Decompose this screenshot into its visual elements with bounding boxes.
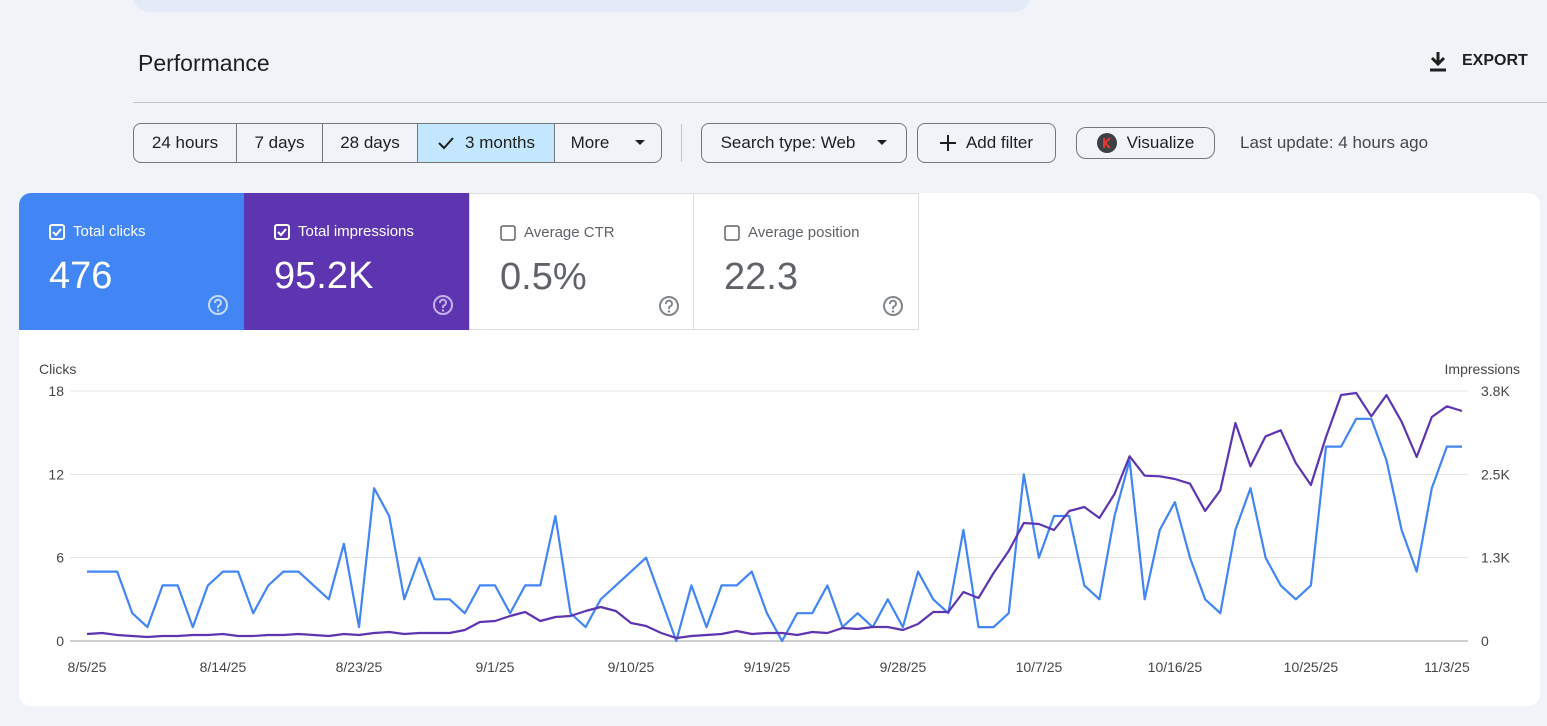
more-button[interactable]: More — [555, 124, 661, 162]
divider — [133, 102, 1547, 103]
metric-value: 476 — [49, 255, 113, 297]
export-button[interactable]: EXPORT — [1428, 50, 1528, 72]
checkbox-checked — [274, 223, 290, 240]
x-tick-label: 8/5/25 — [68, 659, 107, 675]
page-title: Performance — [138, 50, 270, 76]
x-tick-label: 10/25/25 — [1284, 659, 1339, 675]
series-line — [87, 417, 1462, 643]
add-filter-label: Add filter — [965, 133, 1034, 152]
checkbox — [724, 224, 740, 241]
help-icon[interactable] — [432, 294, 454, 316]
x-tick-label: 9/19/25 — [744, 659, 791, 675]
search-type-button[interactable]: Search type: Web — [701, 123, 907, 163]
metric-header: Total impressions — [274, 223, 414, 240]
metric-header: Average CTR — [500, 224, 615, 241]
range-button-selected[interactable]: 3 months — [418, 124, 555, 162]
y2-axis-title: Impressions — [1445, 361, 1520, 377]
help-icon[interactable] — [207, 294, 229, 316]
x-tick-label: 8/23/25 — [336, 659, 383, 675]
chart: Clicks Impressions 0 6 12 18 0 1.3K 2.5K 3.8K 8/… — [39, 361, 1520, 675]
range-label: 3 months — [465, 133, 535, 152]
plot: Clicks Impressions 0 6 12 18 0 1.3K 2.5K 3.8K 8/… — [39, 361, 1520, 675]
metric-value: 22.3 — [724, 256, 798, 298]
x-tick-label: 11/3/25 — [1424, 659, 1470, 675]
plus-icon — [939, 135, 956, 151]
help-icon[interactable] — [882, 295, 904, 317]
x-tick-label: 10/16/25 — [1148, 659, 1203, 675]
metric-value: 0.5% — [500, 256, 587, 298]
metric-header: Total clicks — [49, 223, 146, 240]
range-label: More — [570, 133, 610, 152]
last-update: Last update: 4 hours ago — [1240, 133, 1429, 152]
metric-tile[interactable]: Total impressions 95.2K — [244, 193, 469, 330]
metric-label: Total clicks — [73, 223, 146, 240]
x-tick-label: 10/7/25 — [1016, 659, 1063, 675]
download-icon — [1430, 52, 1446, 72]
dropdown-icon — [635, 140, 646, 145]
range-button[interactable]: 28 days — [323, 124, 418, 162]
range-label: 7 days — [254, 133, 305, 152]
y-tick-label: 6 — [56, 550, 64, 566]
metric-label: Total impressions — [298, 223, 414, 240]
visualize-label: Visualize — [1126, 133, 1195, 152]
series-line — [86, 391, 1463, 640]
range-label: 28 days — [340, 133, 400, 152]
visualize-icon — [1096, 133, 1117, 153]
dropdown-icon — [877, 140, 888, 145]
metric-tile[interactable]: Total clicks 476 — [19, 193, 244, 330]
add-filter-button[interactable]: Add filter — [917, 123, 1056, 163]
range-label: 24 hours — [151, 133, 219, 152]
metric-tile[interactable]: Average position 22.3 — [694, 193, 919, 330]
y-tick-label: 12 — [48, 466, 64, 482]
metric-label: Average CTR — [524, 224, 615, 241]
y-tick-label: 18 — [48, 383, 64, 399]
y2-tick-label: 2.5K — [1481, 466, 1510, 482]
metric-label: Average position — [748, 224, 860, 241]
range-button[interactable]: 24 hours — [134, 124, 237, 162]
y2-tick-label: 0 — [1481, 633, 1489, 649]
y-axis-title: Clicks — [39, 361, 76, 377]
metric-value: 95.2K — [274, 255, 374, 297]
checkbox-checked — [49, 223, 65, 240]
performance-card: Total clicks 476 Total impressions 95.2K… — [19, 193, 1540, 706]
date-range-group: 24 hours 7 days 28 days 3 months More — [133, 123, 662, 163]
x-tick-label: 8/14/25 — [200, 659, 247, 675]
check-icon — [438, 137, 454, 150]
metric-tile[interactable]: Average CTR 0.5% — [469, 193, 694, 330]
visualize-button[interactable]: Visualize — [1076, 127, 1215, 159]
y-tick-label: 0 — [56, 633, 64, 649]
search-bar[interactable] — [133, 0, 1030, 12]
x-tick-label: 9/1/25 — [476, 659, 515, 675]
y2-tick-label: 3.8K — [1481, 383, 1510, 399]
range-button[interactable]: 7 days — [237, 124, 323, 162]
search-type-label: Search type: Web — [720, 133, 856, 152]
separator — [681, 124, 682, 162]
x-tick-label: 9/10/25 — [608, 659, 655, 675]
metric-header: Average position — [724, 224, 859, 241]
help-icon[interactable] — [658, 295, 680, 317]
x-tick-label: 9/28/25 — [880, 659, 927, 675]
y2-tick-label: 1.3K — [1481, 550, 1510, 566]
export-label: EXPORT — [1462, 52, 1528, 69]
checkbox — [500, 224, 516, 241]
